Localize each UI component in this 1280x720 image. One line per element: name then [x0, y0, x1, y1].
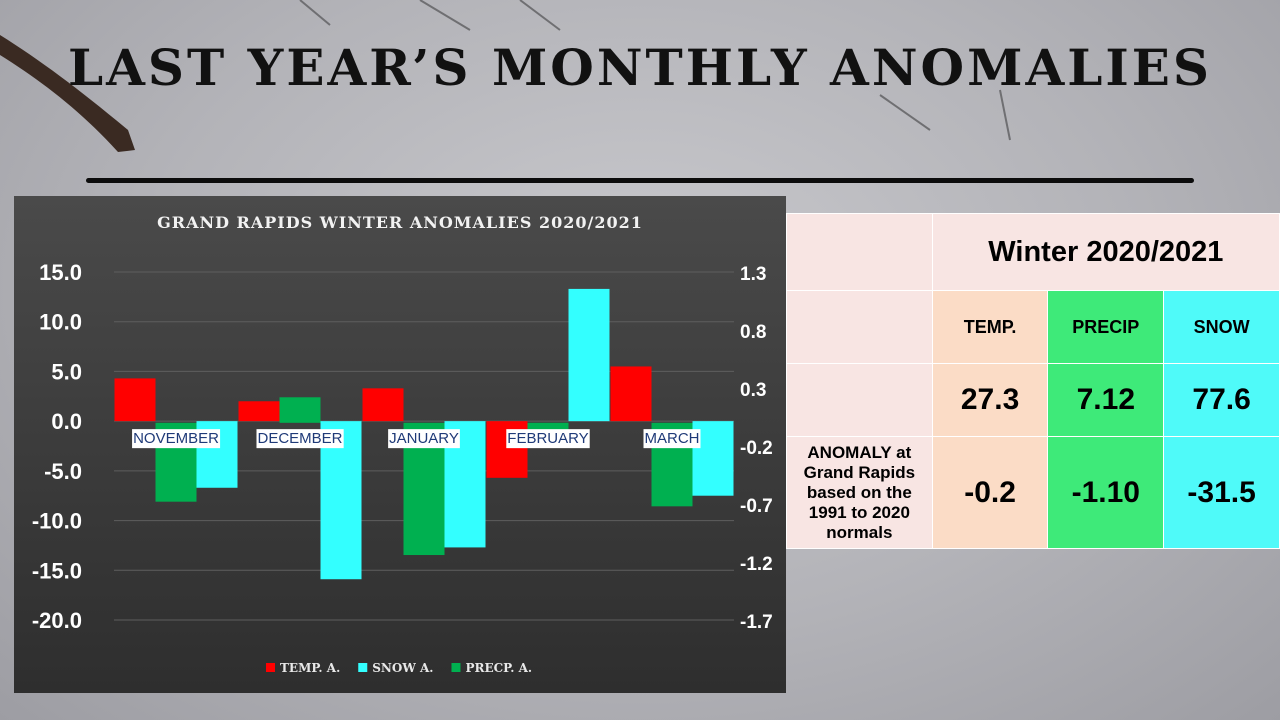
category-label: MARCH [645, 430, 700, 447]
category-label: NOVEMBER [133, 430, 219, 447]
y-right-tick-label: 1.3 [740, 264, 766, 285]
legend-swatch [358, 663, 368, 672]
category-label: DECEMBER [257, 430, 342, 447]
y-left-tick-label: 15.0 [39, 260, 82, 285]
y-left-tick-label: -20.0 [32, 608, 82, 633]
slide-title: LAST YEAR’S MONTHLY ANOMALIES [67, 38, 1213, 97]
y-right-tick-label: 0.3 [740, 380, 766, 401]
category-label-background [388, 429, 460, 449]
y-right-tick-label: -1.2 [740, 554, 773, 575]
snow-column-header: SNOW [1163, 290, 1280, 364]
category-label-background [643, 429, 701, 449]
y-right-tick-label: -1.7 [740, 612, 773, 633]
bar-left-february [568, 288, 610, 422]
table-values-row: 27.3 7.12 77.6 [786, 363, 1280, 437]
y-left-tick-label: -5.0 [44, 459, 82, 484]
category-label: FEBRUARY [507, 430, 588, 447]
table-corner-cell [786, 213, 933, 291]
temp-value: 27.3 [931, 363, 1049, 437]
winter-summary-table: Winter 2020/2021 TEMP. PRECIP SNOW 27.3 … [786, 213, 1280, 549]
legend-entry: TEMP. A. [280, 661, 340, 675]
bar-left-january [362, 388, 404, 422]
chart-title: GRAND RAPIDS WINTER ANOMALIES 2020/2021 [157, 213, 643, 232]
y-right-tick-label: 0.8 [740, 322, 766, 343]
snow-anomaly: -31.5 [1163, 436, 1280, 549]
anomalies-bar-chart: GRAND RAPIDS WINTER ANOMALIES 2020/2021 1… [32, 213, 773, 675]
table-blank-cell [786, 290, 933, 364]
table-blank-cell [786, 363, 933, 437]
y-left-tick-label: 10.0 [39, 310, 82, 335]
table-anomaly-row: ANOMALY at Grand Rapids based on the 199… [786, 436, 1280, 549]
y-left-tick-label: -15.0 [32, 558, 82, 583]
snow-value: 77.6 [1163, 363, 1280, 437]
legend-swatch [451, 663, 461, 672]
category-label-background [256, 429, 344, 449]
precip-value: 7.12 [1047, 363, 1165, 437]
season-heading: Winter 2020/2021 [931, 213, 1280, 291]
bar-left-march [610, 366, 652, 422]
chart-panel: GRAND RAPIDS WINTER ANOMALIES 2020/2021 1… [14, 196, 786, 693]
temp-anomaly: -0.2 [931, 436, 1049, 549]
category-label: JANUARY [389, 430, 459, 447]
legend-swatch [266, 663, 275, 672]
background-branch-image [0, 0, 1011, 152]
y-left-tick-label: -10.0 [32, 509, 82, 534]
category-label-background [132, 429, 221, 449]
bar-left-november [114, 378, 156, 422]
bar-left-december [238, 401, 280, 422]
y-right-tick-label: -0.2 [740, 438, 773, 459]
legend-entry: PRECP. A. [465, 661, 532, 675]
category-label-background [506, 429, 590, 449]
bar-right-december [279, 397, 321, 423]
anomaly-row-label: ANOMALY at Grand Rapids based on the 199… [786, 436, 933, 549]
y-right-tick-label: -0.7 [740, 496, 773, 517]
table-header-row: Winter 2020/2021 [786, 213, 1280, 291]
y-left-tick-label: 5.0 [51, 359, 82, 384]
precip-column-header: PRECIP [1047, 290, 1165, 364]
temp-column-header: TEMP. [931, 290, 1049, 364]
precip-anomaly: -1.10 [1047, 436, 1165, 549]
table-column-row: TEMP. PRECIP SNOW [786, 290, 1280, 364]
title-divider [86, 178, 1194, 183]
y-left-tick-label: 0.0 [51, 409, 82, 434]
legend-entry: SNOW A. [372, 661, 433, 675]
